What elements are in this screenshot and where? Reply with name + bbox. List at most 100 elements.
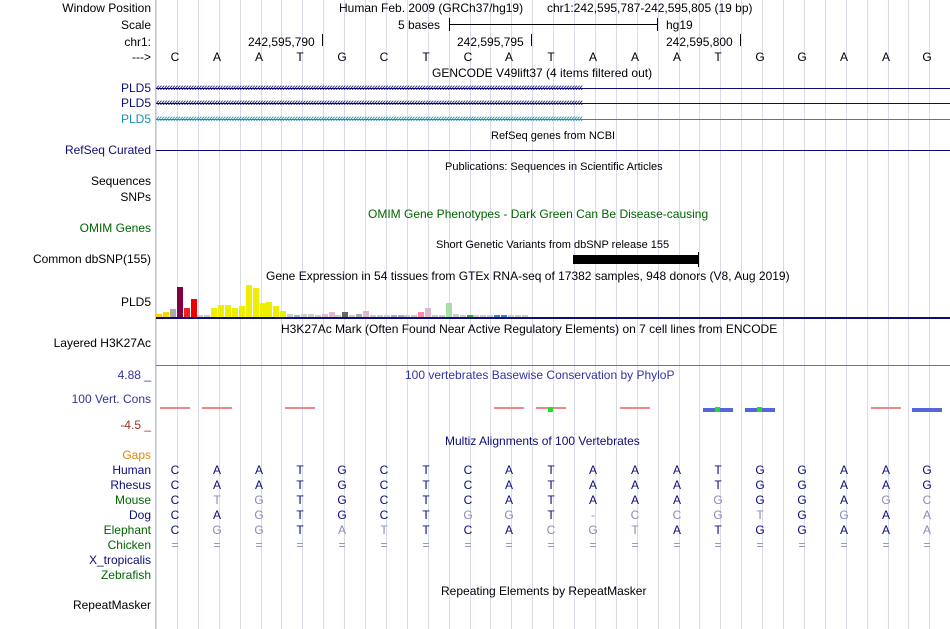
multiz-base: G bbox=[504, 508, 514, 522]
gtex-tissue-bar[interactable] bbox=[473, 315, 479, 317]
gtex-track-label[interactable]: PLD5 bbox=[120, 295, 151, 309]
gtex-tissue-bar[interactable] bbox=[322, 314, 328, 317]
base-grid-line bbox=[929, 0, 930, 629]
gtex-tissue-bar[interactable] bbox=[266, 302, 272, 317]
multiz-species-label[interactable]: Mouse bbox=[114, 493, 151, 507]
gtex-tissue-bar[interactable] bbox=[398, 315, 404, 317]
phylop-score-mark bbox=[285, 407, 315, 409]
gtex-tissue-bar[interactable] bbox=[246, 285, 252, 317]
gtex-tissue-bar[interactable] bbox=[377, 315, 383, 317]
multiz-base: G bbox=[797, 508, 807, 522]
dbsnp-track-label[interactable]: Common dbSNP(155) bbox=[32, 252, 151, 266]
gtex-tissue-bar[interactable] bbox=[156, 314, 162, 317]
gtex-tissue-bar[interactable] bbox=[467, 315, 473, 317]
gtex-tissue-bar[interactable] bbox=[218, 305, 224, 317]
gtex-tissue-bar[interactable] bbox=[232, 308, 238, 317]
gtex-tissue-bar[interactable] bbox=[308, 314, 314, 317]
gtex-tissue-bar[interactable] bbox=[487, 315, 493, 317]
gtex-expression-bars[interactable] bbox=[156, 284, 950, 317]
multiz-species-label[interactable]: Rhesus bbox=[110, 478, 151, 492]
gtex-tissue-bar[interactable] bbox=[301, 314, 307, 317]
omim-track-label[interactable]: OMIM Genes bbox=[79, 221, 151, 235]
gtex-tissue-bar[interactable] bbox=[329, 312, 335, 317]
gtex-tissue-bar[interactable] bbox=[391, 315, 397, 317]
gtex-tissue-bar[interactable] bbox=[280, 311, 286, 317]
gtex-tissue-bar[interactable] bbox=[418, 312, 424, 317]
multiz-species-label[interactable]: Zebrafish bbox=[100, 568, 151, 582]
h3k27ac-signal-line[interactable] bbox=[156, 365, 950, 366]
multiz-base: G bbox=[254, 493, 264, 507]
gtex-tissue-bar[interactable] bbox=[342, 312, 348, 317]
gtex-tissue-bar[interactable] bbox=[384, 315, 390, 317]
gtex-tissue-bar[interactable] bbox=[501, 315, 507, 317]
gtex-tissue-bar[interactable] bbox=[335, 315, 341, 317]
multiz-base: G bbox=[922, 463, 932, 477]
gtex-tissue-bar[interactable] bbox=[260, 303, 266, 317]
gtex-tissue-bar[interactable] bbox=[163, 312, 169, 317]
multiz-base: A bbox=[630, 493, 639, 507]
gtex-tissue-bar[interactable] bbox=[453, 314, 459, 317]
gtex-tissue-bar[interactable] bbox=[184, 308, 190, 317]
gencode-item-label[interactable]: PLD5 bbox=[120, 112, 151, 126]
multiz-base: C bbox=[170, 463, 180, 477]
multiz-base: = bbox=[882, 538, 890, 552]
gtex-tissue-bar[interactable] bbox=[197, 315, 203, 317]
multiz-base: = bbox=[380, 538, 388, 552]
reference-base: A bbox=[254, 50, 263, 64]
gtex-tissue-bar[interactable] bbox=[411, 315, 417, 317]
tracks-panel[interactable]: Human Feb. 2009 (GRCh37/hg19) chr1:242,5… bbox=[156, 0, 950, 629]
multiz-species-label[interactable]: Dog bbox=[128, 508, 151, 522]
gtex-tissue-bar[interactable] bbox=[480, 315, 486, 317]
gencode-item-label[interactable]: PLD5 bbox=[120, 96, 151, 110]
gencode-item-label[interactable]: PLD5 bbox=[120, 81, 151, 95]
repeatmasker-track-label[interactable]: RepeatMasker bbox=[72, 598, 151, 612]
gtex-tissue-bar[interactable] bbox=[370, 315, 376, 317]
gencode-transcript[interactable]: ‹‹‹‹‹‹‹‹‹‹‹‹‹‹‹‹‹‹‹‹‹‹‹‹‹‹‹‹‹‹‹‹‹‹‹‹‹‹‹‹… bbox=[156, 115, 950, 124]
gtex-tissue-bar[interactable] bbox=[253, 288, 259, 317]
gencode-transcript[interactable]: ‹‹‹‹‹‹‹‹‹‹‹‹‹‹‹‹‹‹‹‹‹‹‹‹‹‹‹‹‹‹‹‹‹‹‹‹‹‹‹‹… bbox=[156, 99, 950, 108]
multiz-species-label[interactable]: Human bbox=[112, 463, 151, 477]
gtex-tissue-bar[interactable] bbox=[273, 306, 279, 317]
gtex-tissue-bar[interactable] bbox=[315, 315, 321, 317]
publications-snps-label[interactable]: SNPs bbox=[120, 190, 151, 204]
base-grid-line bbox=[825, 0, 826, 629]
gtex-tissue-bar[interactable] bbox=[508, 315, 514, 317]
refseq-transcript[interactable] bbox=[156, 150, 950, 151]
gtex-tissue-bar[interactable] bbox=[522, 315, 528, 317]
multiz-species-label[interactable]: X_tropicalis bbox=[88, 553, 151, 567]
reference-base: A bbox=[212, 50, 221, 64]
dbsnp-variant[interactable] bbox=[573, 255, 699, 264]
publications-sequences-label[interactable]: Sequences bbox=[90, 174, 151, 188]
multiz-base: G bbox=[881, 493, 891, 507]
gtex-tissue-bar[interactable] bbox=[287, 314, 293, 317]
gtex-tissue-bar[interactable] bbox=[439, 315, 445, 317]
phylop-conservation-graph[interactable] bbox=[156, 400, 950, 420]
gtex-tissue-bar[interactable] bbox=[204, 315, 210, 317]
gtex-tissue-bar[interactable] bbox=[170, 309, 176, 317]
multiz-base: T bbox=[296, 478, 304, 492]
gtex-tissue-bar[interactable] bbox=[191, 299, 197, 317]
multiz-species-label[interactable]: Elephant bbox=[103, 523, 151, 537]
multiz-base: G bbox=[797, 478, 807, 492]
gtex-tissue-bar[interactable] bbox=[211, 308, 217, 317]
gtex-tissue-bar[interactable] bbox=[177, 287, 183, 317]
gtex-tissue-bar[interactable] bbox=[425, 308, 431, 317]
gtex-tissue-bar[interactable] bbox=[404, 315, 410, 317]
gtex-tissue-bar[interactable] bbox=[363, 311, 369, 317]
phylop-track-label[interactable]: 100 Vert. Cons bbox=[71, 392, 151, 406]
gtex-tissue-bar[interactable] bbox=[225, 305, 231, 317]
gtex-tissue-bar[interactable] bbox=[515, 315, 521, 317]
gtex-tissue-bar[interactable] bbox=[460, 315, 466, 317]
gtex-tissue-bar[interactable] bbox=[349, 315, 355, 317]
gtex-tissue-bar[interactable] bbox=[446, 303, 452, 317]
multiz-species-label[interactable]: Chicken bbox=[107, 538, 151, 552]
multiz-base: A bbox=[672, 493, 681, 507]
gtex-tissue-bar[interactable] bbox=[494, 315, 500, 317]
gencode-transcript[interactable]: ‹‹‹‹‹‹‹‹‹‹‹‹‹‹‹‹‹‹‹‹‹‹‹‹‹‹‹‹‹‹‹‹‹‹‹‹‹‹‹‹… bbox=[156, 84, 950, 93]
refseq-track-label[interactable]: RefSeq Curated bbox=[64, 143, 151, 157]
h3k27ac-track-label[interactable]: Layered H3K27Ac bbox=[53, 336, 151, 350]
gtex-tissue-bar[interactable] bbox=[356, 314, 362, 317]
gtex-tissue-bar[interactable] bbox=[432, 315, 438, 317]
gtex-tissue-bar[interactable] bbox=[239, 306, 245, 317]
gtex-tissue-bar[interactable] bbox=[294, 315, 300, 317]
